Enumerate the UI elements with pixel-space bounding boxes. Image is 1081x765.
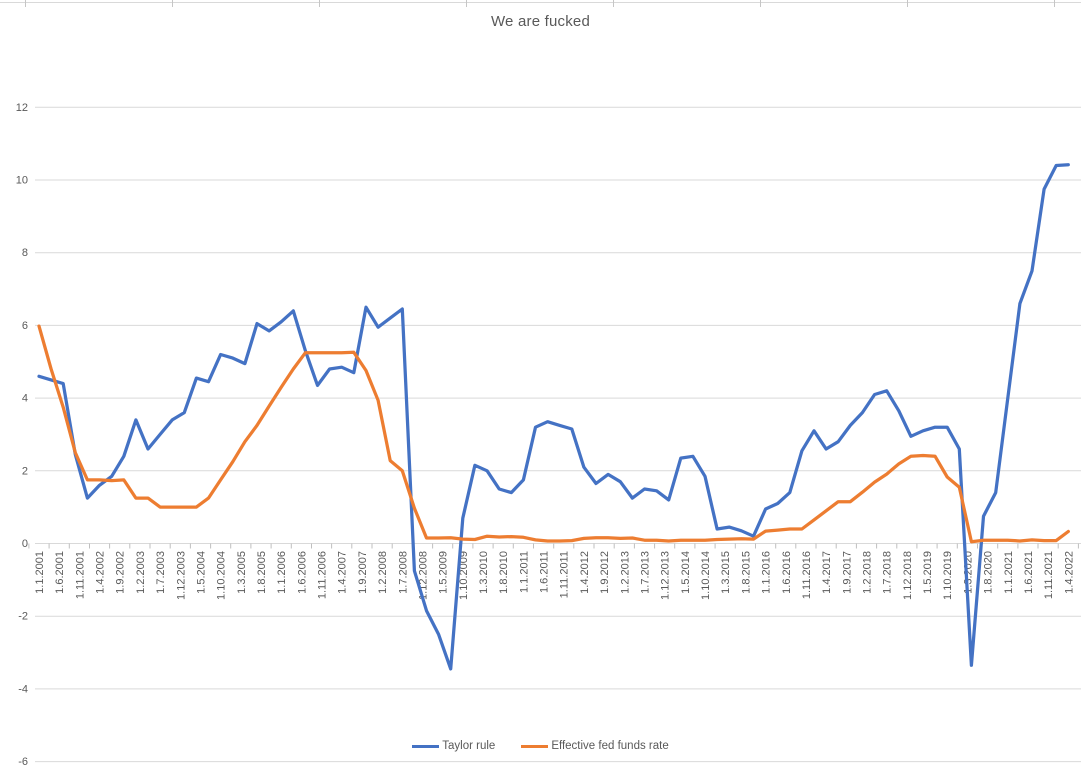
x-tick-label: 1.9.2007 bbox=[357, 551, 369, 594]
x-tick-label: 1.6.2006 bbox=[296, 551, 308, 594]
y-tick-label: 0 bbox=[22, 538, 28, 550]
x-tick-label: 1.3.2005 bbox=[236, 551, 248, 594]
series-line-taylor-rule[interactable] bbox=[37, 163, 1070, 671]
y-tick-label: 2 bbox=[22, 465, 28, 477]
y-tick-label: 10 bbox=[16, 175, 28, 187]
x-tick-label: 1.2.2008 bbox=[377, 551, 389, 594]
x-tick-label: 1.4.2007 bbox=[337, 551, 349, 594]
x-tick-label: 1.11.2011 bbox=[559, 551, 571, 598]
x-tick-label: 1.8.2020 bbox=[983, 551, 995, 594]
legend-item[interactable]: Effective fed funds rate bbox=[521, 740, 669, 752]
gridlines bbox=[35, 106, 1081, 763]
series-lines bbox=[37, 163, 1070, 671]
x-tick-label: 1.4.2012 bbox=[579, 551, 591, 594]
x-tick-label: 1.3.2015 bbox=[720, 551, 732, 594]
x-tick-label: 1.11.2016 bbox=[801, 551, 813, 599]
x-tick-label: 1.12.2018 bbox=[902, 551, 914, 600]
worksheet-column-tick bbox=[466, 0, 467, 7]
x-tick-label: 1.5.2014 bbox=[680, 551, 692, 594]
x-tick-label: 1.6.2011 bbox=[539, 551, 551, 593]
x-tick-label: 1.11.2001 bbox=[74, 551, 86, 599]
worksheet-column-tick bbox=[907, 0, 908, 7]
legend-label: Taylor rule bbox=[442, 740, 496, 752]
legend-item[interactable]: Taylor rule bbox=[412, 740, 495, 752]
y-tick-label: -6 bbox=[18, 756, 28, 765]
x-tick-label: 1.1.2021 bbox=[1003, 551, 1015, 594]
worksheet-column-tick bbox=[172, 0, 173, 7]
chart-legend[interactable]: Taylor rule Effective fed funds rate bbox=[0, 740, 1081, 752]
x-tick-label: 1.2.2018 bbox=[862, 551, 874, 594]
x-tick-label: 1.8.2010 bbox=[498, 551, 510, 594]
x-tick-label: 1.5.2019 bbox=[922, 551, 934, 594]
y-tick-label: 6 bbox=[22, 320, 28, 332]
x-tick-label: 1.5.2004 bbox=[196, 551, 208, 594]
worksheet-column-tick bbox=[1054, 0, 1055, 7]
x-tick-label: 1.9.2017 bbox=[841, 551, 853, 594]
legend-label: Effective fed funds rate bbox=[551, 740, 669, 752]
x-tick-label: 1.2.2013 bbox=[619, 551, 631, 594]
x-tick-label: 1.1.2016 bbox=[761, 551, 773, 594]
x-tick-label: 1.7.2008 bbox=[397, 551, 409, 594]
x-tick-label: 1.6.2016 bbox=[781, 551, 793, 594]
x-tick-label: 1.6.2021 bbox=[1023, 551, 1035, 594]
worksheet-column-tick bbox=[25, 0, 26, 7]
legend-line-swatch bbox=[521, 744, 549, 748]
x-tick-label: 1.10.2004 bbox=[216, 551, 228, 600]
x-tick-label: 1.8.2015 bbox=[740, 551, 752, 594]
x-tick-label: 1.12.2008 bbox=[418, 551, 430, 600]
x-tick-label: 1.4.2002 bbox=[95, 551, 107, 594]
x-tick-label: 1.11.2021 bbox=[1043, 551, 1055, 599]
x-tick-label: 1.1.2006 bbox=[276, 551, 288, 594]
x-tick-label: 1.7.2018 bbox=[882, 551, 894, 594]
x-tick-label: 1.10.2014 bbox=[700, 551, 712, 600]
x-tick-label: 1.1.2011 bbox=[518, 551, 530, 593]
x-tick-label: 1.9.2012 bbox=[599, 551, 611, 594]
x-tick-label: 1.1.2001 bbox=[34, 551, 46, 594]
x-tick-label: 1.4.2022 bbox=[1063, 551, 1075, 594]
x-tick-label: 1.10.2019 bbox=[942, 551, 954, 600]
y-tick-label: 4 bbox=[22, 393, 28, 405]
legend-line-swatch bbox=[412, 744, 440, 748]
y-tick-label: 12 bbox=[16, 102, 28, 114]
worksheet-column-tick bbox=[760, 0, 761, 7]
x-tick-label: 1.11.2006 bbox=[317, 551, 329, 599]
x-axis-ticks bbox=[28, 543, 1079, 549]
x-tick-label: 1.5.2009 bbox=[438, 551, 450, 594]
y-tick-label: -2 bbox=[18, 611, 28, 623]
y-tick-label: 8 bbox=[22, 247, 28, 259]
y-axis-labels: 12 10 8 6 4 2 0 -2 -4 -6 bbox=[16, 102, 28, 765]
worksheet-top-gridline bbox=[0, 2, 1081, 3]
chart-title[interactable]: We are fucked bbox=[490, 13, 591, 30]
y-tick-label: -4 bbox=[18, 683, 28, 695]
x-tick-label: 1.12.2003 bbox=[175, 551, 187, 600]
x-tick-label: 1.12.2013 bbox=[660, 551, 672, 600]
x-tick-label: 1.2.2003 bbox=[135, 551, 147, 594]
x-tick-label: 1.7.2013 bbox=[640, 551, 652, 594]
x-tick-label: 1.7.2003 bbox=[155, 551, 167, 594]
x-tick-label: 1.9.2002 bbox=[115, 551, 127, 594]
worksheet-column-tick bbox=[613, 0, 614, 7]
x-tick-label: 1.4.2017 bbox=[821, 551, 833, 594]
x-axis-labels: 1.1.2001 1.6.2001 1.11.2001 1.4.2002 1.9.200… bbox=[34, 551, 1075, 600]
x-tick-label: 1.6.2001 bbox=[54, 551, 66, 594]
x-tick-label: 1.8.2005 bbox=[256, 551, 268, 594]
x-tick-label: 1.3.2010 bbox=[478, 551, 490, 594]
series-line-effective-fed-funds-rate[interactable] bbox=[37, 324, 1070, 544]
worksheet-column-tick bbox=[319, 0, 320, 7]
